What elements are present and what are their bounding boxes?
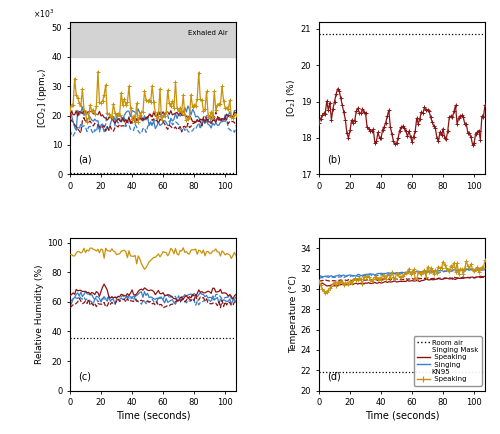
Y-axis label: [O$_2$] (%): [O$_2$] (%) [286, 79, 298, 117]
Y-axis label: [CO$_2$] (ppm$_v$): [CO$_2$] (ppm$_v$) [36, 68, 49, 128]
Text: $\times 10^3$: $\times 10^3$ [34, 8, 54, 20]
X-axis label: Time (seconds): Time (seconds) [364, 410, 439, 420]
X-axis label: Time (seconds): Time (seconds) [116, 410, 190, 420]
Text: (b): (b) [328, 155, 341, 165]
Text: Exhaled Air: Exhaled Air [188, 30, 228, 36]
Text: (c): (c) [78, 372, 92, 381]
Bar [70, 22, 236, 57]
Text: (a): (a) [78, 155, 92, 165]
Text: (d): (d) [328, 372, 341, 381]
Y-axis label: Temperature (°C): Temperature (°C) [289, 276, 298, 353]
Y-axis label: Relative Humidity (%): Relative Humidity (%) [35, 265, 44, 364]
Legend: Room air, Singing Mask,  Speaking,  Singing, KN95,  Speaking: Room air, Singing Mask, Speaking, Singin… [414, 336, 482, 385]
